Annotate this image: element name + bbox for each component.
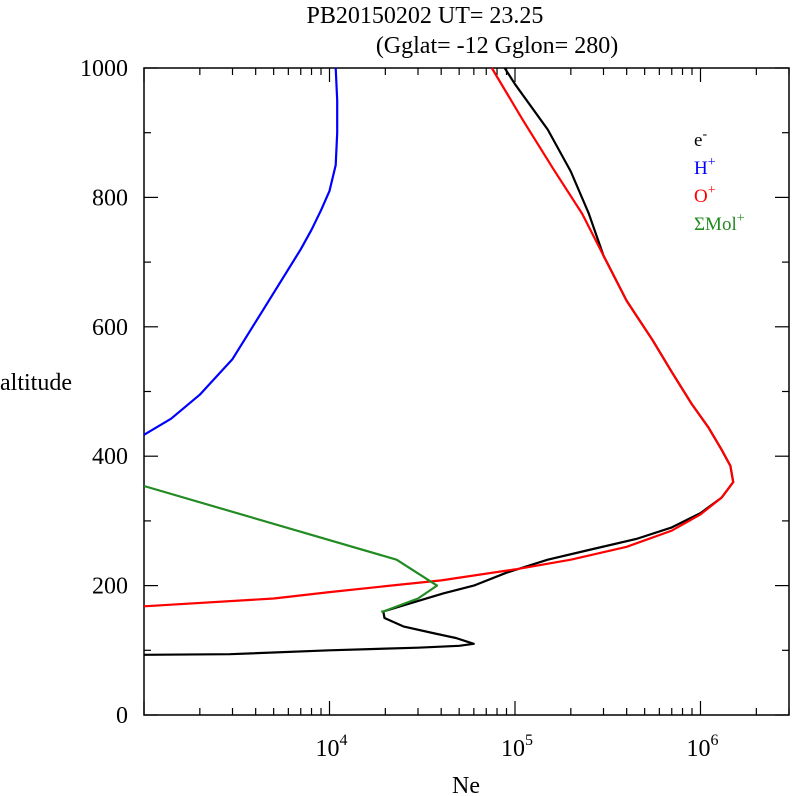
- legend: e- H+ O+ ΣMol+: [694, 127, 745, 235]
- legend-entry-mol: ΣMol+: [694, 211, 745, 235]
- y-tick-label: 800: [92, 185, 128, 211]
- y-tick-label: 600: [92, 315, 128, 341]
- y-tick-label: 200: [92, 574, 128, 600]
- x-axis-label: Ne: [452, 773, 480, 796]
- y-tick-label: 400: [92, 444, 128, 470]
- plot-area: [143, 67, 790, 716]
- chart-title: PB20150202 UT= 23.25: [307, 3, 544, 29]
- y-tick-label: 0: [116, 703, 128, 729]
- legend-entry-o: O+: [694, 183, 716, 207]
- legend-entry-h: H+: [694, 155, 716, 179]
- x-tick-label: 104: [315, 732, 347, 762]
- y-tick-label: 1000: [80, 56, 128, 82]
- legend-entry-e: e-: [694, 127, 707, 151]
- ticks: [143, 67, 790, 716]
- plot-frame: [143, 67, 790, 716]
- chart-subtitle: (Gglat= -12 Gglon= 280): [376, 33, 618, 59]
- series-line-e: [143, 67, 735, 656]
- x-tick-label: 106: [686, 732, 718, 762]
- series-line-h: [143, 67, 339, 436]
- x-tick-label: 105: [501, 732, 533, 762]
- tick-labels: 0 200 400 600 800 1000 104 105 106: [80, 56, 718, 762]
- series-layer: [143, 67, 735, 656]
- y-axis-label: altitude: [0, 370, 72, 396]
- series-line-mol: [143, 484, 439, 613]
- series-line-o: [143, 67, 735, 608]
